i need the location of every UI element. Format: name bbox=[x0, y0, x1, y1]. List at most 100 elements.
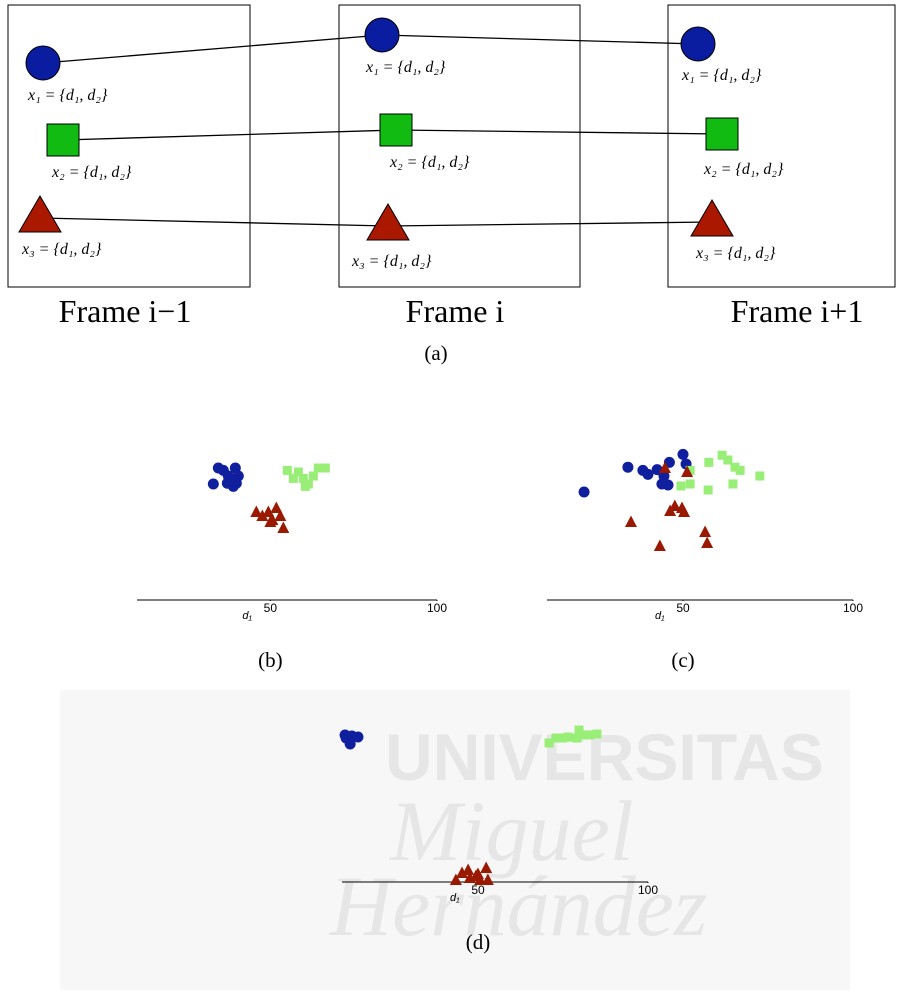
x-tick-label: 100 bbox=[427, 601, 447, 615]
point bbox=[677, 448, 689, 460]
object-label: x₃ = {d₁, d₂} bbox=[21, 241, 102, 258]
point bbox=[703, 485, 713, 495]
point bbox=[340, 732, 352, 744]
link-line bbox=[395, 129, 723, 135]
object-label: x₂ = {d₁, d₂} bbox=[389, 154, 470, 171]
point bbox=[293, 467, 303, 477]
frame-box bbox=[667, 4, 896, 288]
point bbox=[676, 481, 686, 491]
x-axis-label: d₁ bbox=[450, 892, 460, 904]
point bbox=[480, 861, 493, 873]
point bbox=[642, 468, 654, 480]
x-axis-label: d₁ bbox=[655, 610, 665, 622]
point bbox=[572, 733, 582, 743]
point bbox=[662, 479, 674, 491]
point bbox=[544, 738, 554, 748]
object-triangle bbox=[18, 195, 62, 233]
point bbox=[658, 470, 670, 482]
object-label: x₁ = {d₁, d₂} bbox=[27, 87, 108, 104]
point bbox=[681, 465, 694, 477]
point bbox=[592, 729, 602, 739]
x-tick-label: 100 bbox=[638, 883, 658, 897]
point bbox=[230, 477, 242, 489]
object-square bbox=[379, 113, 413, 147]
point bbox=[558, 733, 568, 743]
point bbox=[653, 539, 666, 551]
point bbox=[250, 505, 263, 517]
caption: (b) bbox=[258, 648, 283, 672]
point bbox=[462, 863, 475, 875]
object-label: x₃ = {d₁, d₂} bbox=[695, 245, 776, 262]
point bbox=[308, 471, 318, 481]
point bbox=[624, 515, 637, 527]
object-triangle bbox=[366, 203, 410, 241]
object-square bbox=[46, 123, 80, 157]
point bbox=[221, 477, 233, 489]
point bbox=[274, 509, 287, 521]
point bbox=[352, 731, 364, 743]
point bbox=[300, 481, 310, 491]
point bbox=[578, 486, 590, 498]
point bbox=[755, 471, 765, 481]
watermark-text: Miguel bbox=[388, 783, 634, 879]
frame-box bbox=[338, 4, 581, 288]
point bbox=[622, 461, 634, 473]
watermark-text: UNIVERSITAS bbox=[385, 720, 824, 794]
point bbox=[472, 867, 484, 879]
scatter-chart: 50 100 d₁ (b) bbox=[137, 462, 447, 672]
x-tick-label: 100 bbox=[843, 601, 863, 615]
object-label: x₁ = {d₁, d₂} bbox=[681, 67, 762, 84]
point bbox=[456, 866, 469, 879]
x-axis-label: d₁ bbox=[242, 610, 252, 622]
point bbox=[288, 473, 298, 483]
point bbox=[270, 501, 283, 513]
object-label: x₁ = {d₁, d₂} bbox=[365, 59, 446, 76]
point bbox=[313, 463, 323, 473]
frame-label: Frame i+1 bbox=[731, 293, 864, 329]
point bbox=[277, 521, 290, 533]
point bbox=[256, 509, 269, 521]
point bbox=[701, 536, 714, 549]
point bbox=[685, 479, 695, 489]
object-label: x₃ = {d₁, d₂} bbox=[351, 253, 432, 270]
frame-box bbox=[7, 4, 251, 288]
point bbox=[735, 465, 745, 475]
point bbox=[551, 733, 561, 743]
point bbox=[264, 515, 277, 527]
point bbox=[668, 499, 681, 511]
point bbox=[463, 871, 476, 883]
point bbox=[474, 873, 487, 885]
point bbox=[320, 463, 330, 473]
link-line bbox=[387, 221, 713, 227]
object-label: x₂ = {d₁, d₂} bbox=[51, 164, 132, 181]
point bbox=[563, 732, 573, 742]
point bbox=[675, 501, 688, 513]
object-label: x₂ = {d₁, d₂} bbox=[703, 161, 784, 178]
point bbox=[704, 457, 714, 467]
watermark-bg bbox=[60, 690, 850, 990]
point bbox=[298, 473, 308, 483]
frame-label: Frame i−1 bbox=[59, 293, 192, 329]
point bbox=[728, 479, 738, 489]
point bbox=[723, 455, 733, 465]
x-tick-label: 50 bbox=[471, 883, 485, 897]
caption: (a) bbox=[424, 341, 447, 365]
x-tick-label: 50 bbox=[676, 601, 690, 615]
link-line bbox=[381, 34, 699, 45]
watermark-text: Hernández bbox=[329, 858, 707, 954]
object-circle bbox=[364, 17, 400, 53]
point bbox=[685, 465, 695, 475]
object-circle bbox=[680, 26, 716, 62]
point bbox=[717, 450, 727, 460]
scatter-chart: 50 100 d₁ (d) bbox=[339, 725, 658, 954]
point bbox=[262, 505, 275, 517]
link-line bbox=[39, 217, 389, 227]
link-line bbox=[42, 34, 383, 64]
watermark: UNIVERSITAS Miguel Hernández bbox=[60, 690, 850, 990]
point bbox=[282, 465, 292, 475]
point bbox=[579, 730, 589, 740]
caption: (c) bbox=[671, 648, 694, 672]
point bbox=[585, 730, 595, 740]
point bbox=[658, 461, 671, 473]
frame-label: Frame i bbox=[406, 293, 505, 329]
